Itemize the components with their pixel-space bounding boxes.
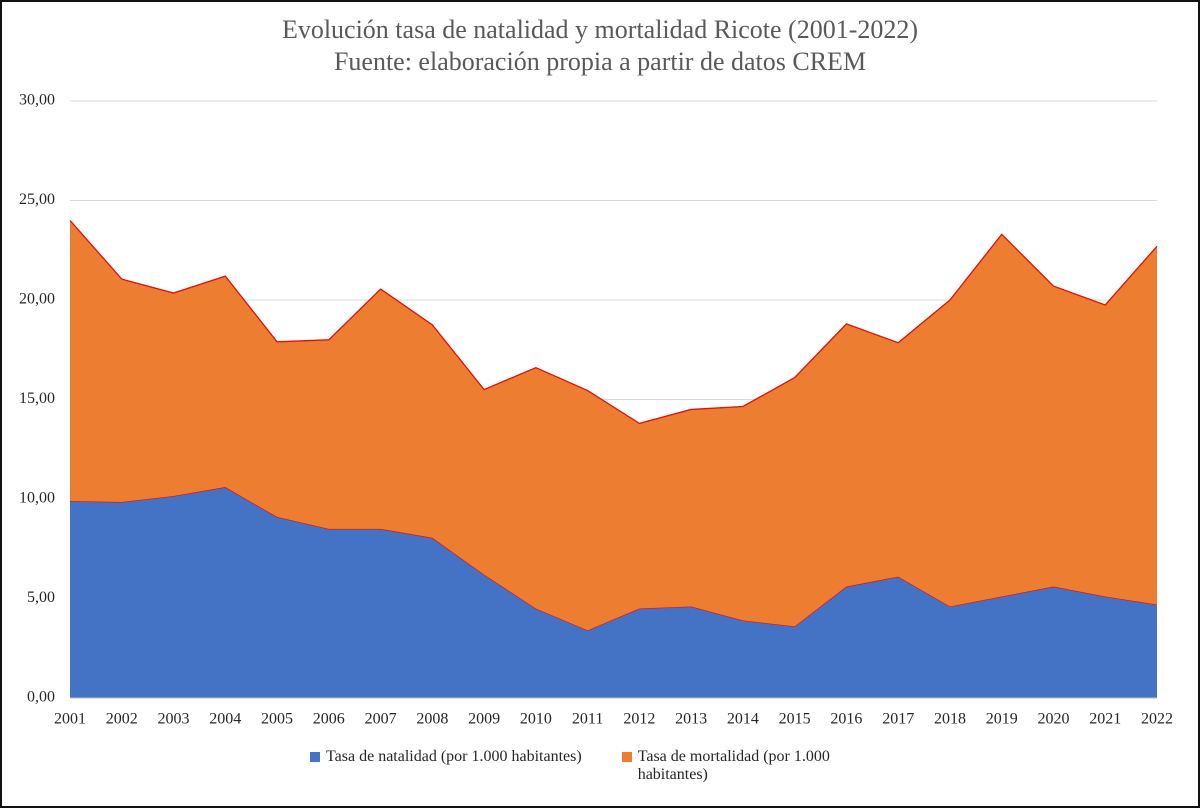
x-tick-label: 2021 <box>1089 711 1121 728</box>
y-tick-label: 5,00 <box>27 589 55 606</box>
x-tick-label: 2014 <box>727 711 759 728</box>
legend-item: Tasa de mortalidad (por 1.000 habitantes… <box>621 748 862 784</box>
x-tick-label: 2004 <box>209 711 241 728</box>
x-tick-label: 2013 <box>675 711 707 728</box>
y-tick-label: 15,00 <box>19 390 55 407</box>
x-tick-label: 2002 <box>106 711 138 728</box>
x-tick-label: 2017 <box>882 711 914 728</box>
chart-subtitle: Fuente: elaboración propia a partir de d… <box>334 47 866 76</box>
y-tick-label: 30,00 <box>19 92 55 109</box>
y-tick-label: 10,00 <box>19 490 55 507</box>
legend: Tasa de natalidad (por 1.000 habitantes)… <box>310 748 950 784</box>
legend-swatch <box>310 752 320 762</box>
y-tick-label: 0,00 <box>27 689 55 706</box>
area-edge <box>69 219 1158 425</box>
chart-title: Evolución tasa de natalidad y mortalidad… <box>282 15 918 44</box>
x-tick-label: 2018 <box>934 711 966 728</box>
x-tick-label: 2005 <box>261 711 293 728</box>
x-tick-label: 2008 <box>416 711 448 728</box>
x-tick-label: 2011 <box>572 711 603 728</box>
x-tick-label: 2015 <box>779 711 811 728</box>
x-tick-label: 2019 <box>986 711 1018 728</box>
x-tick-label: 2001 <box>54 711 86 728</box>
x-tick-label: 2022 <box>1141 711 1173 728</box>
x-tick-label: 2010 <box>520 711 552 728</box>
legend-item: Tasa de natalidad (por 1.000 habitantes) <box>310 748 582 784</box>
x-tick-label: 2006 <box>313 711 345 728</box>
area <box>70 220 1157 631</box>
legend-swatch <box>621 752 632 762</box>
x-tick-label: 2016 <box>830 711 862 728</box>
x-tick-label: 2012 <box>623 711 655 728</box>
x-tick-label: 2020 <box>1037 711 1069 728</box>
legend-label: Tasa de mortalidad (por 1.000 habitantes… <box>637 748 830 783</box>
x-tick-label: 2007 <box>365 711 397 728</box>
y-tick-label: 25,00 <box>19 191 55 208</box>
area <box>70 487 1157 698</box>
legend-label: Tasa de natalidad (por 1.000 habitantes) <box>326 748 582 765</box>
x-tick-label: 2003 <box>158 711 190 728</box>
y-tick-label: 20,00 <box>19 291 55 308</box>
x-tick-label: 2009 <box>468 711 500 728</box>
